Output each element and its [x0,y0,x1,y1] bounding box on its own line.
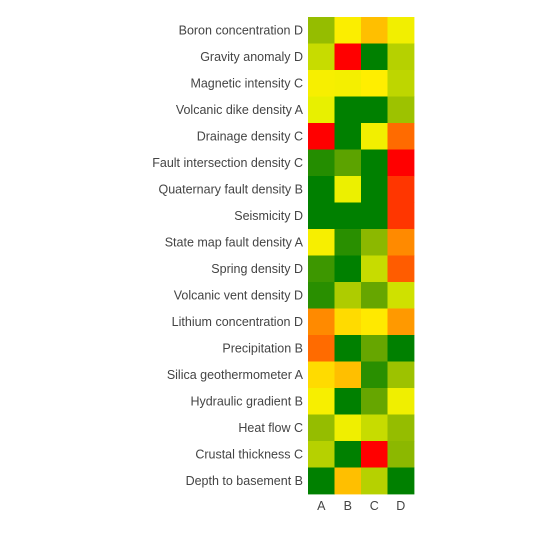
row-label: Seismicity D [234,209,303,223]
heatmap-cell [334,308,362,336]
heatmap-cell [308,467,335,495]
heatmap-cell [308,441,335,468]
heatmap-cell [334,96,362,124]
heatmap-cell [361,43,388,71]
heatmap-cell [308,70,335,97]
heatmap-cell [308,149,335,177]
column-label: A [317,499,326,513]
heatmap-cell [308,229,335,256]
heatmap-cell [308,308,335,336]
heatmap-cell [361,70,388,97]
heatmap-cell [387,70,415,97]
heatmap-cell [387,441,415,468]
heatmap-cell [387,361,415,389]
row-label: Volcanic vent density D [174,288,303,302]
heatmap-cell [334,361,362,389]
column-label: D [396,499,405,513]
heatmap-cell [361,176,388,203]
heatmap-cell [361,255,388,283]
heatmap-cell [361,17,388,44]
heatmap-cell [361,123,388,150]
heatmap-cells [308,17,415,495]
heatmap-cell [308,388,335,415]
heatmap-cell [387,414,415,442]
row-label: Depth to basement B [186,474,303,488]
row-label: Precipitation B [222,341,303,355]
heatmap-cell [334,70,362,97]
row-label: Spring density D [211,262,303,276]
heatmap-cell [308,96,335,124]
row-label: Silica geothermometer A [167,368,304,382]
heatmap-cell [334,414,362,442]
row-label: Magnetic intensity C [190,76,303,90]
heatmap-cell [387,255,415,283]
heatmap-cell [334,43,362,71]
heatmap-cell [334,149,362,177]
column-labels: A B C D [317,499,405,513]
heatmap-cell [308,255,335,283]
row-labels: Boron concentration D Gravity anomaly D Ma… [152,23,303,488]
heatmap-cell [361,388,388,415]
row-label: Drainage density C [197,129,303,143]
heatmap-cell [387,149,415,177]
heatmap-cell [387,308,415,336]
heatmap-cell [387,176,415,203]
heatmap-cell [334,255,362,283]
row-label: Crustal thickness C [195,447,303,461]
heatmap-cell [334,17,362,44]
row-label: Gravity anomaly D [200,50,303,64]
heatmap-cell [387,202,415,230]
heatmap-cell [308,123,335,150]
row-label: Heat flow C [238,421,303,435]
heatmap-cell [334,467,362,495]
row-label: Fault intersection density C [152,156,303,170]
heatmap-cell [387,123,415,150]
heatmap-cell [308,335,335,362]
heatmap-cell [334,335,362,362]
heatmap-cell [387,96,415,124]
heatmap-cell [387,43,415,71]
heatmap-cell [361,414,388,442]
heatmap-cell [334,202,362,230]
row-label: Lithium concentration D [172,315,303,329]
heatmap-cell [308,17,335,44]
row-label: State map fault density A [165,235,304,249]
heatmap-cell [361,335,388,362]
heatmap-cell [361,149,388,177]
heatmap-cell [308,361,335,389]
heatmap-cell [334,282,362,309]
heatmap-cell [387,229,415,256]
row-label: Hydraulic gradient B [190,394,303,408]
heatmap-cell [308,176,335,203]
heatmap-cell [361,282,388,309]
heatmap-cell [387,282,415,309]
heatmap-cell [361,229,388,256]
heatmap-cell [387,467,415,495]
column-label: B [344,499,352,513]
heatmap-cell [361,202,388,230]
heatmap-cell [334,229,362,256]
heatmap-cell [308,202,335,230]
heatmap-cell [334,176,362,203]
heatmap-cell [361,467,388,495]
heatmap-cell [308,43,335,71]
heatmap-cell [361,308,388,336]
heatmap-cell [361,441,388,468]
row-label: Quaternary fault density B [158,182,303,196]
heatmap-cell [308,282,335,309]
heatmap-cell [387,17,415,44]
heatmap-cell [334,388,362,415]
heatmap-cell [334,123,362,150]
row-label: Volcanic dike density A [176,103,304,117]
heatmap-cell [334,441,362,468]
row-label: Boron concentration D [179,23,303,37]
heatmap-cell [361,96,388,124]
heatmap-cell [308,414,335,442]
heatmap-cell [387,335,415,362]
heatmap-cell [387,388,415,415]
column-label: C [370,499,379,513]
heatmap-cell [361,361,388,389]
